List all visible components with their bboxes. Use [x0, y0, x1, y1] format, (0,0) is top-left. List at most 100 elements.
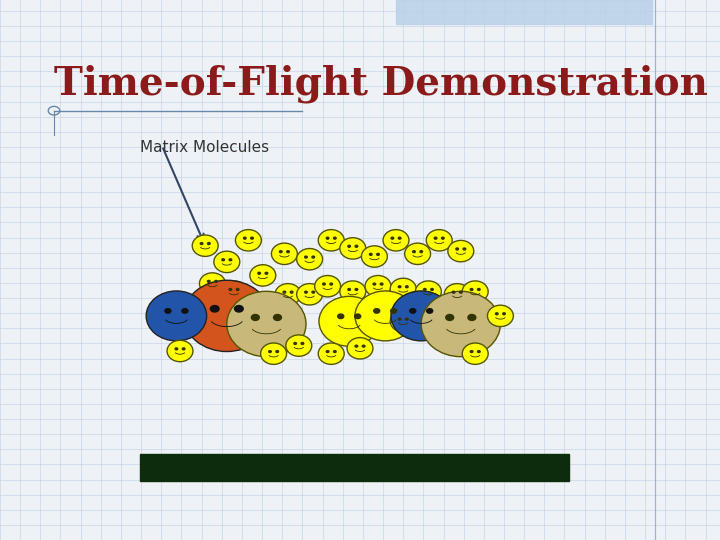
Circle shape: [274, 314, 282, 320]
Ellipse shape: [261, 343, 287, 364]
Bar: [396, 0, 652, 24]
Ellipse shape: [221, 281, 247, 302]
Circle shape: [207, 242, 210, 245]
Circle shape: [323, 283, 325, 285]
Circle shape: [200, 242, 203, 245]
Circle shape: [222, 259, 225, 261]
Ellipse shape: [297, 248, 323, 270]
Ellipse shape: [271, 243, 297, 265]
Ellipse shape: [415, 281, 441, 302]
Circle shape: [229, 259, 232, 261]
Bar: [140, 454, 569, 481]
Circle shape: [369, 253, 372, 255]
Circle shape: [175, 348, 178, 350]
Circle shape: [182, 348, 185, 350]
Circle shape: [338, 314, 343, 319]
Ellipse shape: [405, 243, 431, 265]
Circle shape: [377, 253, 379, 255]
Circle shape: [405, 318, 408, 320]
Circle shape: [355, 345, 358, 347]
Circle shape: [305, 256, 307, 258]
Circle shape: [373, 283, 376, 285]
Circle shape: [333, 350, 336, 353]
Ellipse shape: [214, 251, 240, 273]
Circle shape: [410, 309, 415, 313]
Circle shape: [398, 237, 401, 239]
Ellipse shape: [167, 340, 193, 362]
Circle shape: [362, 345, 365, 347]
Circle shape: [434, 237, 437, 239]
Ellipse shape: [355, 291, 415, 341]
Ellipse shape: [462, 281, 488, 302]
Ellipse shape: [383, 230, 409, 251]
Circle shape: [290, 291, 293, 293]
Circle shape: [333, 237, 336, 239]
Text: Matrix Molecules: Matrix Molecules: [140, 140, 269, 156]
Circle shape: [456, 248, 459, 250]
Circle shape: [463, 248, 466, 250]
Circle shape: [398, 318, 401, 320]
Circle shape: [312, 291, 315, 293]
Ellipse shape: [487, 305, 513, 327]
Circle shape: [229, 288, 232, 291]
Circle shape: [210, 306, 219, 312]
Circle shape: [251, 237, 253, 239]
Ellipse shape: [448, 240, 474, 262]
Ellipse shape: [390, 310, 416, 332]
Ellipse shape: [227, 292, 306, 357]
Ellipse shape: [192, 235, 218, 256]
Circle shape: [477, 288, 480, 291]
Circle shape: [165, 309, 171, 313]
Ellipse shape: [199, 273, 225, 294]
Circle shape: [391, 309, 397, 313]
Circle shape: [427, 309, 433, 313]
Circle shape: [269, 350, 271, 353]
Circle shape: [279, 251, 282, 253]
Circle shape: [283, 291, 286, 293]
Circle shape: [477, 350, 480, 353]
Ellipse shape: [340, 238, 366, 259]
Text: Time-of-Flight Demonstration  1: Time-of-Flight Demonstration 1: [54, 65, 720, 103]
Circle shape: [355, 314, 361, 319]
Circle shape: [420, 251, 423, 253]
Circle shape: [355, 245, 358, 247]
Circle shape: [294, 342, 297, 345]
Circle shape: [468, 314, 476, 320]
Circle shape: [265, 272, 268, 274]
Circle shape: [287, 251, 289, 253]
Ellipse shape: [297, 284, 323, 305]
Circle shape: [452, 291, 455, 293]
Circle shape: [348, 288, 351, 291]
Circle shape: [374, 309, 379, 313]
Circle shape: [182, 309, 188, 313]
Circle shape: [215, 280, 217, 282]
Ellipse shape: [319, 296, 379, 346]
Circle shape: [207, 280, 210, 282]
Circle shape: [380, 283, 383, 285]
Circle shape: [459, 291, 462, 293]
Ellipse shape: [365, 275, 391, 297]
Ellipse shape: [146, 291, 207, 341]
Ellipse shape: [235, 230, 261, 251]
Ellipse shape: [426, 230, 452, 251]
Circle shape: [423, 288, 426, 291]
Circle shape: [398, 286, 401, 288]
Circle shape: [251, 314, 259, 320]
Ellipse shape: [340, 281, 366, 302]
Circle shape: [431, 288, 433, 291]
Circle shape: [391, 237, 394, 239]
Circle shape: [330, 283, 333, 285]
Ellipse shape: [391, 291, 451, 341]
Circle shape: [235, 306, 243, 312]
Circle shape: [301, 342, 304, 345]
Circle shape: [441, 237, 444, 239]
Ellipse shape: [315, 275, 341, 297]
Circle shape: [503, 313, 505, 315]
Ellipse shape: [444, 284, 470, 305]
Circle shape: [495, 313, 498, 315]
Circle shape: [305, 291, 307, 293]
Ellipse shape: [250, 265, 276, 286]
Circle shape: [405, 286, 408, 288]
Circle shape: [348, 245, 351, 247]
Ellipse shape: [318, 343, 344, 364]
